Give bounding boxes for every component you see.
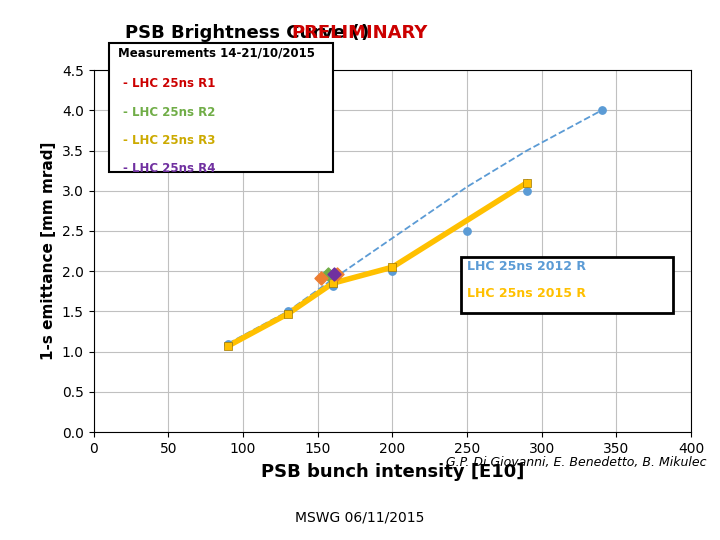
FancyBboxPatch shape <box>109 43 333 172</box>
Point <box>282 309 294 318</box>
Point <box>282 307 294 316</box>
Point <box>315 273 326 282</box>
Text: PRELIMINARY: PRELIMINARY <box>292 24 428 42</box>
Point <box>328 269 340 278</box>
Text: MSWG 06/11/2015: MSWG 06/11/2015 <box>295 510 425 524</box>
Y-axis label: 1-s emittance [mm mrad]: 1-s emittance [mm mrad] <box>41 142 56 360</box>
Point <box>521 178 533 187</box>
Text: LHC 25ns 2012 R: LHC 25ns 2012 R <box>467 260 586 273</box>
Point <box>595 106 607 114</box>
Text: PSB Brightness Curve (: PSB Brightness Curve ( <box>125 24 360 42</box>
Point <box>323 269 334 278</box>
Point <box>521 186 533 195</box>
X-axis label: PSB bunch intensity [E10]: PSB bunch intensity [E10] <box>261 463 524 481</box>
Point <box>331 270 343 279</box>
Text: LHC 25ns 2015 R: LHC 25ns 2015 R <box>467 287 586 300</box>
Point <box>222 342 234 350</box>
Text: Measurements 14-21/10/2015: Measurements 14-21/10/2015 <box>117 46 315 60</box>
Text: - LHC 25ns R3: - LHC 25ns R3 <box>124 134 216 147</box>
Point <box>387 267 398 275</box>
Point <box>327 281 338 290</box>
Text: ): ) <box>360 24 368 42</box>
Text: - LHC 25ns R2: - LHC 25ns R2 <box>124 106 216 119</box>
FancyBboxPatch shape <box>461 256 673 313</box>
Point <box>462 227 473 235</box>
Text: - LHC 25ns R4: - LHC 25ns R4 <box>124 162 216 175</box>
Point <box>327 279 338 288</box>
Point <box>387 263 398 272</box>
Point <box>222 339 234 348</box>
Text: G.P. Di Giovanni, E. Benedetto, B. Mikulec: G.P. Di Giovanni, E. Benedetto, B. Mikul… <box>446 456 707 469</box>
Text: - LHC 25ns R1: - LHC 25ns R1 <box>124 77 216 90</box>
